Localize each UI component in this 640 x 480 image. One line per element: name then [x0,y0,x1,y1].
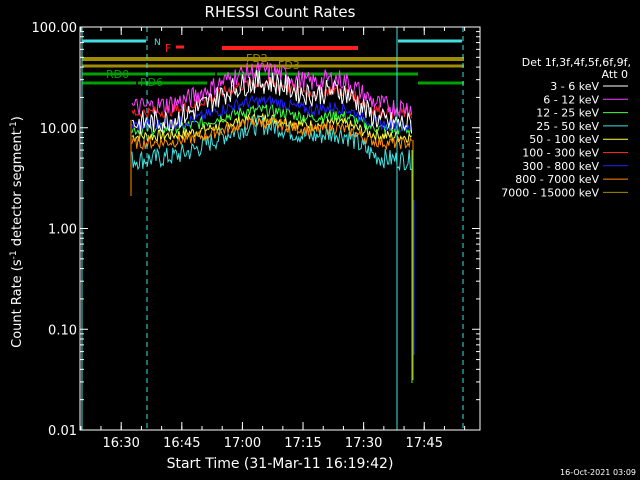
timestamp: 16-Oct-2021 03:09 [560,468,636,477]
annotation-rd0: RD0 [106,68,129,81]
chart-title: RHESSI Count Rates [205,3,356,21]
axes: 100.00 10.00 1.00 0.10 0.01 16:30 16:45 17:00 17… [32,21,481,451]
annotation-n: N [154,38,161,48]
y-tick-label: 10.00 [40,122,77,137]
legend-label-4: 50 - 100 keV [529,133,599,146]
annotation-rd6: RD6 [140,76,163,89]
x-tick-label: 17:30 [345,436,382,451]
annotation-fd2: FD2 [246,52,268,65]
legend-label-5: 100 - 300 keV [522,147,599,160]
series-line-6 [131,94,413,132]
legend-label-1: 6 - 12 keV [543,93,599,106]
x-tick-label: 17:00 [224,436,261,451]
series-line-0 [131,69,413,134]
x-tick-label: 17:45 [406,436,443,451]
legend-label-2: 12 - 25 keV [536,107,599,120]
x-tick-label: 17:15 [284,436,321,451]
series-line-7 [131,116,413,151]
legend-label-6: 300 - 800 keV [522,160,599,173]
series-lines [130,61,415,383]
legend-header-2: Att 0 [602,68,628,81]
legend-label-7: 800 - 7000 keV [515,173,599,186]
legend-label-0: 3 - 6 keV [550,80,599,93]
series-line-4 [131,112,412,143]
series-line-3 [131,114,412,172]
x-tick-label: 16:30 [102,436,139,451]
status-bars [82,39,464,85]
y-axis-label: Count Rate (s-1 detector segment-1) [9,116,25,348]
x-tick-label: 16:45 [163,436,200,451]
x-axis-label: Start Time (31-Mar-11 16:19:42) [167,456,394,472]
y-tick-label: 0.01 [48,424,77,439]
legend-label-3: 25 - 50 keV [536,120,599,133]
annotation-fd3: FD3 [278,59,300,72]
series-line-1 [131,61,413,119]
y-tick-label: 0.10 [48,323,77,338]
legend-label-8: 7000 - 15000 keV [501,186,599,199]
legend-header-1: Det 1f,3f,4f,5f,6f,9f, [522,56,631,69]
annotations: N F FD2 FD3 RD0 RD6 [106,38,300,89]
y-tick-label: 1.00 [48,223,77,238]
legend: Det 1f,3f,4f,5f,6f,9f, Att 0 3 - 6 keV6 … [501,56,631,199]
y-tick-label: 100.00 [32,21,78,36]
annotation-f: F [165,42,171,55]
